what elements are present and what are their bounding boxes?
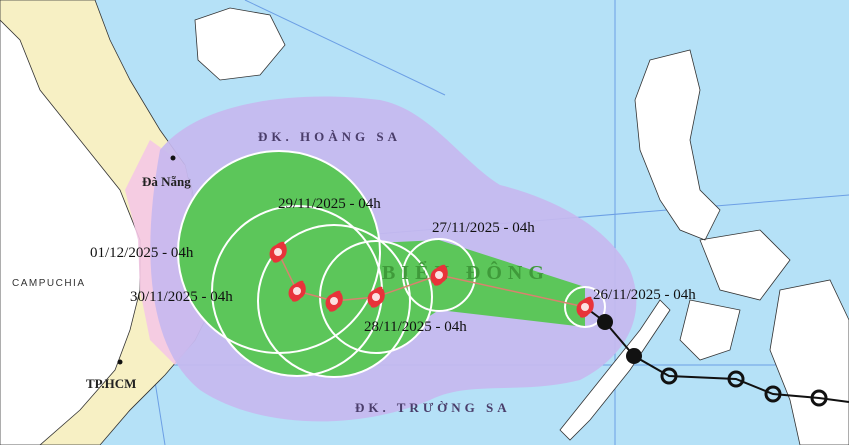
city-dot-hcm — [117, 359, 123, 365]
typhoon-symbol-icon — [430, 264, 448, 286]
typhoon-symbol-icon — [576, 296, 594, 318]
hollow-circle-icon — [660, 367, 678, 385]
typhoon-symbol-icon — [288, 280, 306, 302]
forecast-track-line — [277, 251, 586, 308]
typhoon-symbol-icon — [367, 286, 385, 308]
hollow-circle-icon — [727, 370, 745, 388]
label-spratly: ĐK. TRƯỜNG SA — [355, 400, 511, 415]
past-positions — [597, 314, 828, 407]
label-paracel: ĐK. HOÀNG SA — [258, 129, 401, 144]
time-label-4: 29/11/2025 - 04h — [278, 196, 381, 212]
label-cambodia: CAMPUCHIA — [12, 278, 86, 289]
time-label-1: 26/11/2025 - 04h — [593, 287, 696, 303]
label-hcm: TP.HCM — [86, 376, 136, 391]
time-label-2: 27/11/2025 - 04h — [432, 220, 535, 236]
filled-circle-icon — [597, 314, 613, 330]
hollow-circle-icon — [764, 385, 782, 403]
land-hainan — [194, 7, 286, 81]
time-label-3: 28/11/2025 - 04h — [364, 319, 467, 335]
filled-circle-icon — [626, 348, 642, 364]
typhoon-symbol-icon — [269, 241, 287, 263]
city-dot-danang — [170, 155, 176, 161]
hollow-circle-icon — [810, 389, 828, 407]
typhoon-symbol-icon — [325, 290, 343, 312]
forecast-positions — [269, 241, 594, 318]
time-label-6: 01/12/2025 - 04h — [90, 245, 194, 261]
label-danang: Đà Nẵng — [142, 174, 191, 189]
time-label-5: 30/11/2025 - 04h — [130, 289, 233, 305]
land-philippines — [559, 49, 849, 445]
